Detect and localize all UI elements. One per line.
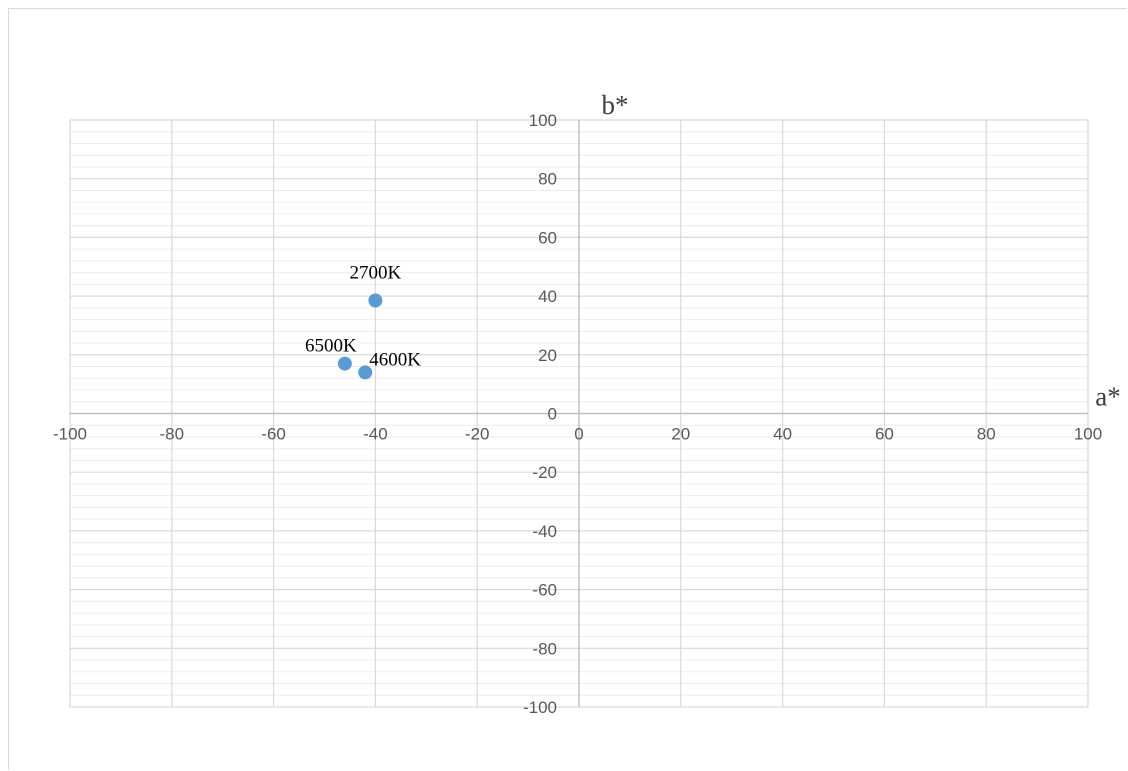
y-tick-label: -100 xyxy=(523,698,557,717)
chart-area xyxy=(8,8,1127,770)
data-point xyxy=(368,293,383,308)
y-tick-label: 0 xyxy=(548,405,557,424)
x-tick-label: 20 xyxy=(671,425,690,444)
y-tick-label: -20 xyxy=(532,463,557,482)
x-tick-label: 60 xyxy=(875,425,894,444)
data-label: 6500K xyxy=(305,336,357,357)
y-axis-title: b* xyxy=(602,90,629,120)
x-tick-label: -100 xyxy=(53,425,87,444)
y-tick-label: 40 xyxy=(538,287,557,306)
x-tick-label: -60 xyxy=(261,425,286,444)
y-tick-label: 80 xyxy=(538,170,557,189)
y-tick-label: 100 xyxy=(529,111,557,130)
data-label: 4600K xyxy=(369,349,421,370)
data-label: 2700K xyxy=(350,263,402,284)
y-tick-label: 20 xyxy=(538,346,557,365)
y-tick-label: -40 xyxy=(532,522,557,541)
data-point xyxy=(337,356,352,371)
x-tick-label: 80 xyxy=(977,425,996,444)
x-tick-label: -20 xyxy=(465,425,490,444)
data-point xyxy=(358,365,373,380)
y-tick-label: -80 xyxy=(532,639,557,658)
y-tick-label: 60 xyxy=(538,228,557,247)
x-tick-label: 40 xyxy=(773,425,792,444)
x-tick-label: -80 xyxy=(160,425,185,444)
x-tick-label: 0 xyxy=(574,425,583,444)
x-axis-title: a* xyxy=(1095,382,1120,412)
x-tick-label: 100 xyxy=(1074,425,1102,444)
x-tick-label: -40 xyxy=(363,425,388,444)
y-tick-label: -60 xyxy=(532,581,557,600)
